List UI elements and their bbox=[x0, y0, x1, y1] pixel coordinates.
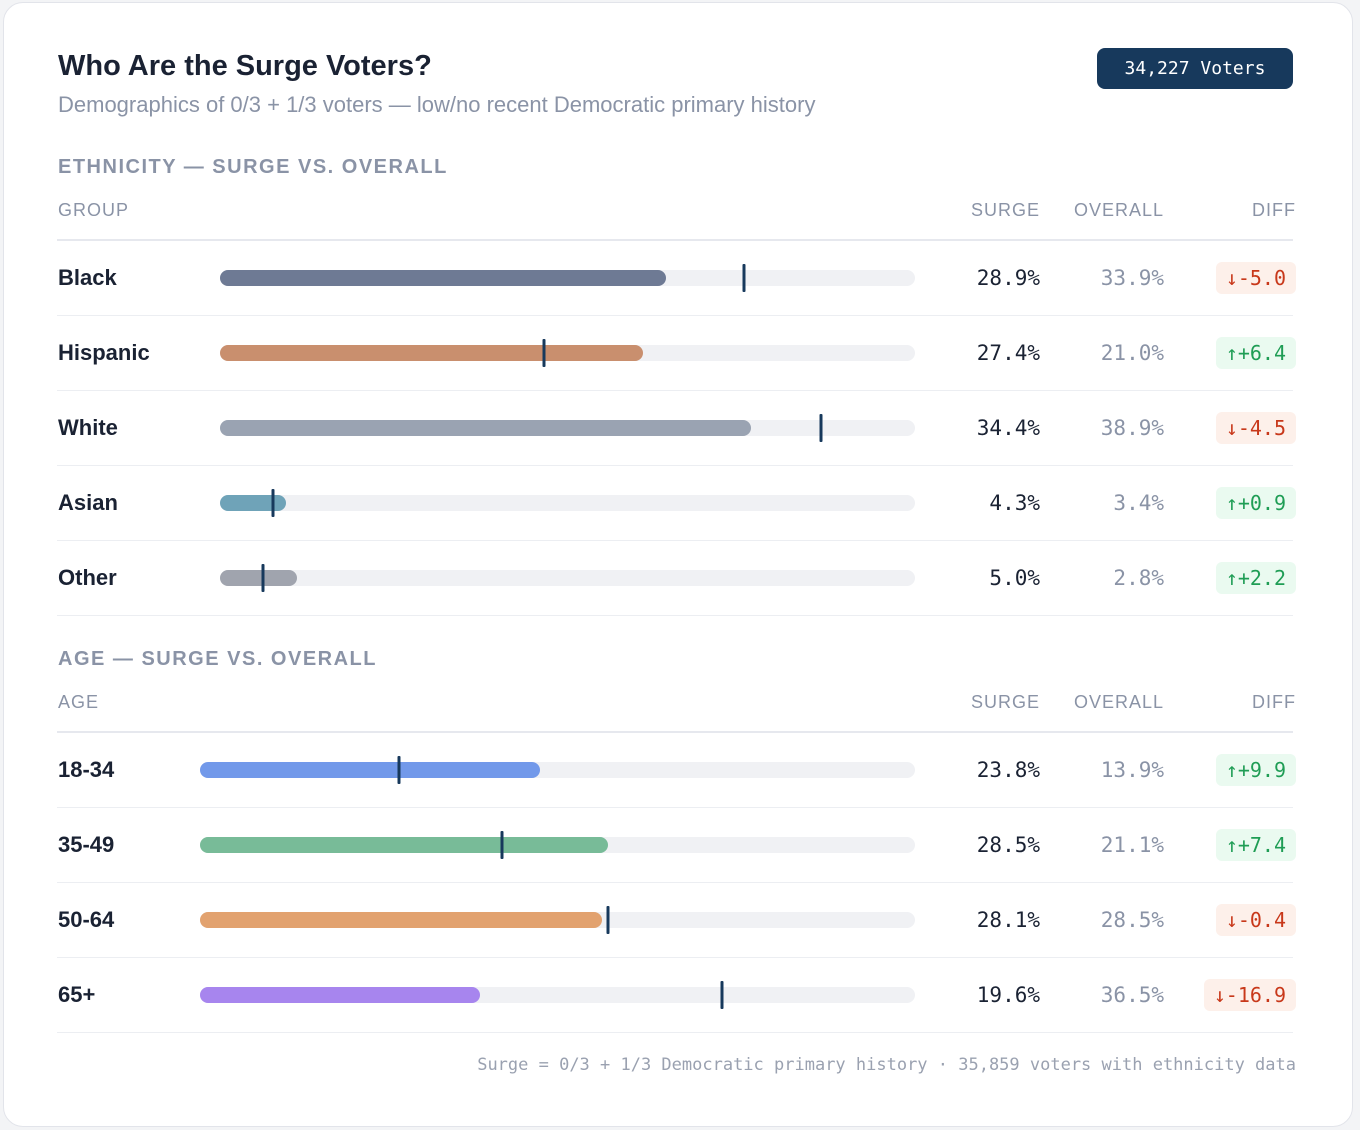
surge-column-header: SURGE bbox=[970, 200, 1040, 220]
surge-column-header: SURGE bbox=[970, 692, 1040, 712]
overall-marker bbox=[542, 339, 546, 367]
row-divider bbox=[57, 882, 1293, 883]
age-group-header: AGE bbox=[58, 692, 100, 712]
overall-value: 28.5% bbox=[1100, 908, 1164, 932]
overall-marker bbox=[261, 564, 265, 592]
overall-value: 38.9% bbox=[1100, 416, 1164, 440]
row-divider bbox=[57, 615, 1293, 616]
surge-value: 28.9% bbox=[976, 266, 1040, 290]
row-divider bbox=[57, 957, 1293, 958]
surge-value: 27.4% bbox=[976, 341, 1040, 365]
overall-marker bbox=[606, 906, 610, 934]
surge-voters-card bbox=[3, 2, 1353, 1127]
diff-column-header: DIFF bbox=[1252, 692, 1296, 712]
bar-track bbox=[200, 987, 915, 1003]
diff-badge: ↑+0.9 bbox=[1215, 487, 1296, 519]
surge-value: 34.4% bbox=[976, 416, 1040, 440]
age-header-divider bbox=[57, 731, 1293, 733]
surge-bar bbox=[200, 912, 602, 928]
overall-value: 13.9% bbox=[1100, 758, 1164, 782]
diff-badge: ↓-16.9 bbox=[1203, 979, 1296, 1011]
bar-track bbox=[200, 762, 915, 778]
row-label: Asian bbox=[58, 490, 118, 515]
overall-marker bbox=[742, 264, 746, 292]
row-label: 35-49 bbox=[58, 832, 115, 857]
voter-count-badge: 34,227 Voters bbox=[1097, 48, 1293, 89]
surge-bar bbox=[220, 270, 667, 286]
overall-value: 36.5% bbox=[1100, 983, 1164, 1007]
surge-bar bbox=[200, 837, 608, 853]
age-section-title: AGE — SURGE VS. OVERALL bbox=[58, 648, 377, 670]
row-label: 65+ bbox=[58, 982, 96, 1007]
overall-marker bbox=[271, 489, 274, 517]
bar-track bbox=[220, 345, 915, 361]
row-divider bbox=[57, 390, 1293, 391]
bar-track bbox=[200, 912, 915, 928]
page-subtitle: Demographics of 0/3 + 1/3 voters — low/n… bbox=[58, 92, 816, 117]
bar-track bbox=[200, 837, 915, 853]
bar-track bbox=[220, 570, 915, 586]
bar-track bbox=[220, 420, 915, 436]
ethnicity-group-header: GROUP bbox=[58, 200, 130, 220]
bar-track bbox=[220, 495, 915, 511]
surge-value: 4.3% bbox=[989, 491, 1040, 515]
diff-badge: ↓-0.4 bbox=[1215, 904, 1296, 936]
row-divider bbox=[57, 1032, 1293, 1033]
overall-value: 3.4% bbox=[1113, 491, 1164, 515]
surge-bar bbox=[220, 570, 298, 586]
row-divider bbox=[57, 807, 1293, 808]
diff-badge: ↑+6.4 bbox=[1215, 337, 1296, 369]
row-label: Other bbox=[58, 565, 117, 590]
surge-bar bbox=[220, 495, 287, 511]
overall-marker bbox=[397, 756, 401, 784]
diff-badge: ↑+9.9 bbox=[1215, 754, 1296, 786]
overall-column-header: OVERALL bbox=[1073, 692, 1164, 712]
diff-badge: ↑+2.2 bbox=[1215, 562, 1296, 594]
row-divider bbox=[57, 465, 1293, 466]
surge-value: 28.5% bbox=[976, 833, 1040, 857]
overall-marker bbox=[819, 414, 823, 442]
diff-badge: ↓-5.0 bbox=[1215, 262, 1296, 294]
overall-value: 21.1% bbox=[1100, 833, 1164, 857]
diff-column-header: DIFF bbox=[1252, 200, 1296, 220]
row-label: Hispanic bbox=[58, 340, 150, 365]
surge-value: 5.0% bbox=[989, 566, 1040, 590]
surge-value: 28.1% bbox=[976, 908, 1040, 932]
bar-track bbox=[220, 270, 915, 286]
footer-note: Surge = 0/3 + 1/3 Democratic primary his… bbox=[477, 1055, 1296, 1075]
surge-value: 19.6% bbox=[976, 983, 1040, 1007]
row-label: 50-64 bbox=[58, 907, 115, 932]
ethnicity-header-divider bbox=[57, 239, 1293, 241]
page-title: Who Are the Surge Voters? bbox=[58, 50, 432, 82]
ethnicity-section-title: ETHNICITY — SURGE VS. OVERALL bbox=[58, 156, 448, 178]
row-label: White bbox=[58, 415, 118, 440]
diff-badge: ↓-4.5 bbox=[1215, 412, 1296, 444]
overall-marker bbox=[500, 831, 504, 859]
overall-column-header: OVERALL bbox=[1073, 200, 1164, 220]
overall-value: 33.9% bbox=[1100, 266, 1164, 290]
row-divider bbox=[57, 540, 1293, 541]
surge-bar bbox=[220, 345, 644, 361]
overall-value: 21.0% bbox=[1100, 341, 1164, 365]
diff-badge: ↑+7.4 bbox=[1215, 829, 1296, 861]
surge-value: 23.8% bbox=[976, 758, 1040, 782]
row-label: 18-34 bbox=[58, 757, 115, 782]
surge-bar bbox=[220, 420, 752, 436]
row-label: Black bbox=[58, 265, 117, 290]
overall-marker bbox=[720, 981, 724, 1009]
overall-value: 2.8% bbox=[1113, 566, 1164, 590]
surge-bar bbox=[200, 987, 481, 1003]
surge-bar bbox=[200, 762, 541, 778]
row-divider bbox=[57, 315, 1293, 316]
